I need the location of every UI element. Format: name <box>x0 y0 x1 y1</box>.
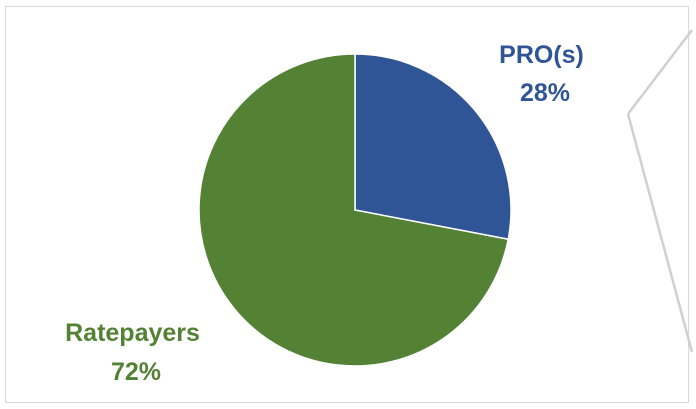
callout-line-upper <box>627 29 693 115</box>
slice-label-ratepayers-name: Ratepayers <box>65 319 200 347</box>
slice-label-pros-name: PRO(s) <box>499 41 584 69</box>
slice-label-ratepayers-value: 72% <box>111 358 161 386</box>
pie-slice-ratepayers <box>198 53 510 367</box>
pie-slice-pro-s <box>354 53 512 241</box>
slice-label-pros: PRO(s) 28% <box>499 41 591 107</box>
slice-label-ratepayers: Ratepayers 72% <box>65 319 207 386</box>
callout-lines <box>626 29 694 353</box>
pie-slices <box>198 53 512 367</box>
callout-line-lower <box>626 113 694 353</box>
slice-label-pros-value: 28% <box>520 79 570 107</box>
